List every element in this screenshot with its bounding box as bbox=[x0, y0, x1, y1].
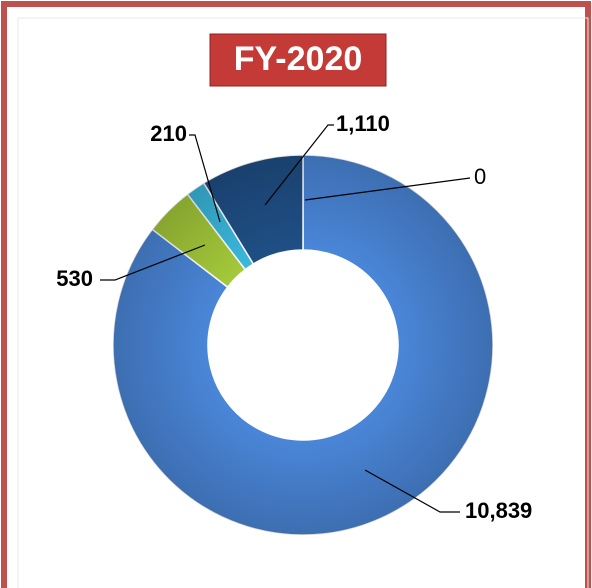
data-label: 0 bbox=[474, 164, 486, 189]
leader-line bbox=[189, 134, 221, 223]
inner-frame bbox=[17, 17, 589, 588]
leader-line bbox=[364, 469, 460, 513]
data-label: 530 bbox=[56, 266, 93, 291]
leader-line bbox=[100, 244, 206, 281]
title-box bbox=[209, 33, 387, 87]
leader-line bbox=[264, 124, 334, 206]
data-label: 1,110 bbox=[336, 111, 390, 136]
data-label: 10,839 bbox=[465, 498, 532, 523]
data-label: 210 bbox=[150, 121, 187, 146]
chart-title: FY-2020 bbox=[234, 40, 363, 78]
leader-line bbox=[304, 177, 471, 201]
